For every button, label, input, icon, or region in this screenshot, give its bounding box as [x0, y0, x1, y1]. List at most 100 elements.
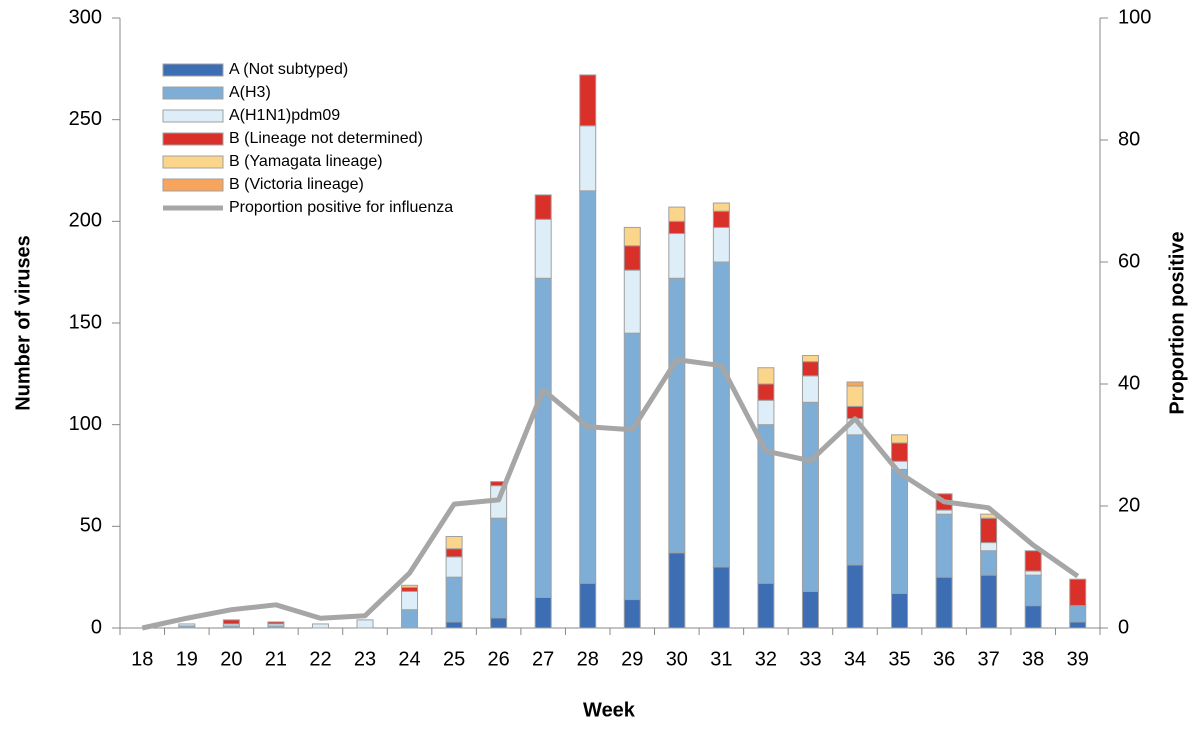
x-tick-label: 33	[799, 648, 821, 670]
x-tick-label: 36	[933, 648, 955, 670]
bar-segment	[891, 442, 909, 462]
x-tick-label: 28	[577, 648, 599, 670]
y-tick-label: 300	[69, 6, 102, 28]
legend-label: B (Yamagata lineage)	[229, 153, 383, 170]
bar-segment	[579, 125, 597, 192]
bar-segment	[757, 383, 775, 401]
x-tick-label: 29	[621, 648, 643, 670]
legend-label: B (Lineage not determined)	[229, 130, 423, 147]
bar-segment	[935, 576, 953, 629]
legend-label: A(H1N1)pdm09	[229, 107, 340, 124]
legend-swatch	[162, 155, 224, 169]
y2-tick-label: 80	[1118, 128, 1140, 150]
bar-segment	[1069, 621, 1087, 629]
y-tick-label: 100	[69, 413, 102, 435]
legend-label: Proportion positive for influenza	[229, 199, 453, 216]
x-tick-label: 27	[532, 648, 554, 670]
legend-label: B (Victoria lineage)	[229, 176, 364, 193]
x-tick-label: 22	[309, 648, 331, 670]
bar-segment	[178, 623, 196, 627]
bar-segment	[757, 367, 775, 385]
bar-segment	[712, 566, 730, 629]
y-tick-label: 50	[80, 515, 102, 537]
bar-segment	[490, 617, 508, 629]
bar-segment	[980, 574, 998, 629]
bar-segment	[668, 206, 686, 222]
x-tick-label: 25	[443, 648, 465, 670]
bar-segment	[801, 401, 819, 592]
bar-segment	[891, 434, 909, 444]
bar-segment	[490, 517, 508, 619]
bar-segment	[712, 202, 730, 212]
bar-segment	[445, 548, 463, 558]
bar-segment	[801, 590, 819, 629]
bar-segment	[623, 245, 641, 271]
x-tick-label: 35	[888, 648, 910, 670]
x-tick-label: 20	[220, 648, 242, 670]
bar-segment	[445, 556, 463, 578]
bar-segment	[267, 621, 285, 625]
legend-swatch	[162, 178, 224, 192]
y-tick-label: 200	[69, 210, 102, 232]
bar-segment	[623, 226, 641, 247]
x-tick-label: 32	[755, 648, 777, 670]
bar-segment	[401, 584, 419, 588]
y-tick-label: 0	[91, 616, 102, 638]
bar-segment	[534, 597, 552, 629]
bar-segment	[1024, 550, 1042, 572]
bar-segment	[1069, 605, 1087, 623]
bar-segment	[712, 210, 730, 228]
bar-segment	[846, 564, 864, 629]
x-tick-label: 31	[710, 648, 732, 670]
bar-segment	[534, 194, 552, 220]
bar-segment	[1024, 570, 1042, 576]
x-tick-label: 37	[978, 648, 1000, 670]
bar-segment	[935, 509, 953, 515]
bar-segment	[935, 513, 953, 578]
legend-label: A(H3)	[229, 84, 271, 101]
bar-segment	[311, 623, 329, 629]
bar-segment	[712, 226, 730, 263]
x-tick-label: 30	[666, 648, 688, 670]
y2-tick-label: 60	[1118, 250, 1140, 272]
legend-swatch	[162, 63, 224, 77]
bar-segment	[401, 590, 419, 611]
bar-segment	[401, 586, 419, 592]
x-tick-label: 39	[1067, 648, 1089, 670]
bar-segment	[401, 609, 419, 629]
bar-segment	[668, 277, 686, 554]
y2-tick-label: 0	[1118, 616, 1129, 638]
y-tick-label: 150	[69, 311, 102, 333]
legend-swatch	[162, 132, 224, 146]
x-tick-label: 18	[131, 648, 153, 670]
bar-segment	[579, 190, 597, 584]
bar-segment	[356, 619, 374, 629]
x-tick-label: 38	[1022, 648, 1044, 670]
y2-tick-label: 20	[1118, 494, 1140, 516]
bar-segment	[534, 277, 552, 598]
y-tick-label: 250	[69, 108, 102, 130]
bar-segment	[846, 385, 864, 407]
bar-segment	[801, 361, 819, 377]
bar-segment	[579, 74, 597, 127]
bar-segment	[445, 621, 463, 629]
bar-segment	[1069, 578, 1087, 607]
bar-segment	[712, 261, 730, 568]
bar-segment	[980, 517, 998, 544]
x-tick-label: 23	[354, 648, 376, 670]
bar-segment	[891, 592, 909, 629]
bar-segment	[801, 375, 819, 403]
y2-tick-label: 100	[1118, 6, 1151, 28]
bar-segment	[1024, 574, 1042, 607]
bar-segment	[534, 218, 552, 279]
bar-segment	[623, 332, 641, 601]
bar-segment	[222, 619, 240, 625]
bar-segment	[623, 269, 641, 334]
bar-segment	[668, 220, 686, 235]
line	[141, 357, 1080, 631]
bar-segment	[980, 542, 998, 552]
bar-segment	[801, 355, 819, 363]
y-axis-title: Number of viruses	[12, 235, 34, 411]
y2-axis-title: Proportion positive	[1166, 231, 1188, 414]
